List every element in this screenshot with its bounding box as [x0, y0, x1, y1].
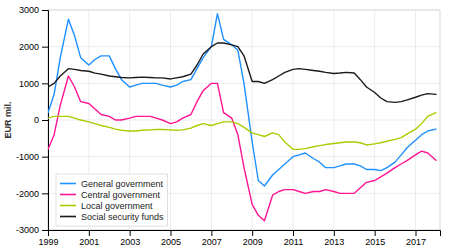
y-tick-mark	[42, 193, 48, 194]
series-line	[48, 43, 436, 102]
grid-line-y	[48, 46, 440, 47]
x-tick-label: 2001	[79, 237, 99, 247]
plot-frame	[48, 10, 440, 230]
grid	[48, 10, 440, 230]
x-tick-mark	[293, 230, 294, 236]
x-axis: 1999 2001 2003 2005 2007 2009 2011 2013 2015 2017	[38, 230, 440, 247]
y-axis: -3000 -2000 -1000 0 1000 2000 3000	[16, 5, 49, 235]
y-tick: -3000	[16, 225, 48, 235]
x-tick-mark	[130, 230, 131, 236]
y-tick: 0	[34, 115, 48, 125]
x-tick-label: 2003	[120, 237, 140, 247]
x-tick: 2017	[406, 230, 426, 247]
legend-swatch	[60, 194, 76, 196]
y-tick: 3000	[19, 5, 48, 15]
x-tick-label: 2009	[243, 237, 263, 247]
y-tick-label: 0	[34, 115, 39, 125]
legend-swatch	[60, 216, 76, 218]
x-tick: 2003	[120, 230, 140, 247]
legend-frame	[56, 174, 168, 226]
x-tick-label: 2011	[284, 237, 303, 247]
x-tick: 2005	[161, 230, 181, 247]
series-line	[48, 113, 436, 150]
x-tick-mark	[171, 230, 172, 236]
x-tick: 2011	[284, 230, 303, 247]
legend-item: General government	[60, 179, 164, 189]
x-tick: 2007	[202, 230, 222, 247]
grid-line-y	[48, 10, 440, 11]
x-tick-mark	[375, 230, 376, 236]
y-tick-label: -1000	[16, 152, 39, 162]
y-axis-line	[42, 11, 49, 231]
legend-item: Social security funds	[60, 212, 164, 222]
x-tick-label: 2007	[202, 237, 222, 247]
x-tick: 1999	[38, 230, 58, 247]
x-tick-mark	[334, 230, 335, 236]
y-tick-label: -2000	[16, 189, 39, 199]
legend: General governmentCentral governmentLoca…	[56, 174, 168, 226]
x-tick-mark	[211, 230, 212, 236]
x-tick-mark	[89, 230, 90, 236]
x-tick-mark	[416, 230, 417, 236]
legend-swatch	[60, 183, 76, 185]
chart: 1999 2001 2003 2005 2007 2009 2011 2013 2015 2017…	[0, 0, 454, 252]
lines	[48, 14, 436, 221]
x-tick-label: 2005	[161, 237, 181, 247]
legend-label: Central government	[81, 190, 161, 200]
y-tick: 2000	[19, 42, 48, 52]
x-axis-line	[49, 231, 441, 237]
y-tick-mark	[42, 157, 48, 158]
y-tick-label: 2000	[19, 42, 39, 52]
y-tick: 1000	[19, 79, 48, 89]
grid-line-y	[48, 156, 440, 157]
legend-label: Local government	[81, 201, 153, 211]
legend-item: Central government	[60, 190, 161, 200]
y-tick-mark	[42, 83, 48, 84]
y-axis-label: EUR mil.	[3, 101, 13, 138]
grid-line-y	[48, 120, 440, 121]
legend-swatch	[60, 205, 76, 207]
x-tick: 2009	[243, 230, 263, 247]
y-tick-mark	[42, 120, 48, 121]
legend-label: Social security funds	[81, 212, 164, 222]
y-tick-mark	[42, 10, 48, 11]
y-tick-mark	[42, 47, 48, 48]
x-tick-mark	[252, 230, 253, 236]
x-tick-label: 1999	[38, 237, 58, 247]
x-tick: 2013	[324, 230, 344, 247]
y-tick: -2000	[16, 189, 48, 199]
series-line	[48, 76, 436, 221]
legend-item: Local government	[60, 201, 153, 211]
x-tick-label: 2013	[324, 237, 344, 247]
x-tick: 2001	[79, 230, 99, 247]
y-tick-mark	[42, 230, 48, 231]
y-tick-label: -3000	[16, 225, 39, 235]
y-tick: -1000	[16, 152, 48, 162]
y-tick-label: 1000	[19, 79, 39, 89]
legend-label: General government	[81, 179, 164, 189]
y-tick-label: 3000	[19, 5, 39, 15]
x-tick-label: 2015	[365, 237, 385, 247]
x-tick-label: 2017	[406, 237, 426, 247]
plot: 1999 2001 2003 2005 2007 2009 2011 2013 2015 2017…	[16, 5, 441, 247]
x-tick: 2015	[365, 230, 385, 247]
